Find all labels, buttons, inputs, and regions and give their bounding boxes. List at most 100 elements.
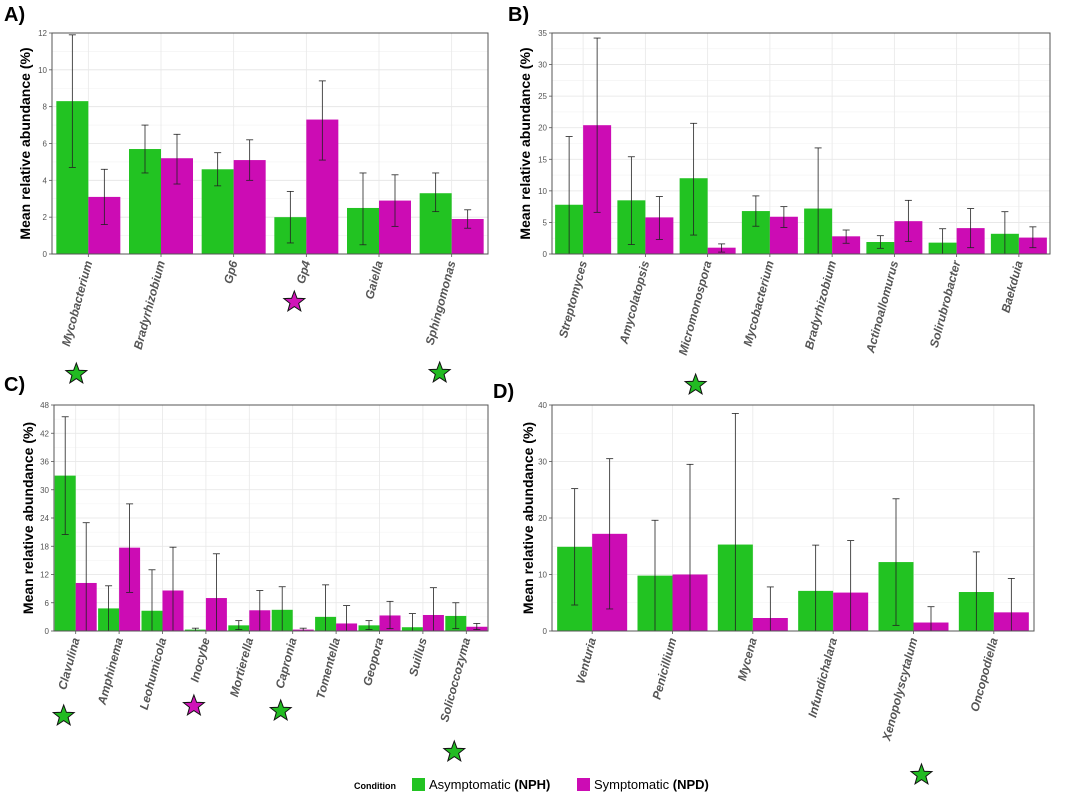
panel-a: 0 2 4 6 8 10 12 Mycobacterium Bradyrhizobium Gp6 G… — [4, 4, 489, 385]
bar — [54, 475, 76, 631]
error-bar — [655, 196, 663, 240]
error-bar — [68, 34, 76, 168]
y-tick-label: 15 — [538, 155, 547, 164]
y-tick-label: 35 — [538, 29, 547, 38]
x-tick-label: Clavulina — [55, 636, 82, 691]
y-tick-label: 25 — [538, 92, 547, 101]
error-bar — [214, 152, 222, 187]
legend: Condition Asymptomatic (NPH) Symptomatic… — [354, 777, 709, 792]
series-asymptomatic — [555, 122, 1019, 255]
y-tick-label: 10 — [538, 571, 547, 580]
error-bar — [391, 174, 399, 227]
x-tick-label: Bradyrhizobium — [802, 259, 839, 351]
series-symptomatic — [75, 503, 488, 632]
legend-label-asymptomatic: Asymptomatic (NPH) — [429, 777, 550, 792]
panel-label: C) — [4, 374, 25, 396]
error-bar — [61, 416, 69, 535]
x-tick-label: Mycobacterium — [59, 259, 95, 348]
y-axis-label: Mean relative abundance (%) — [520, 422, 536, 614]
significance-star-icon — [282, 289, 307, 313]
error-bar — [235, 620, 243, 630]
x-tick-label: Geopora — [360, 636, 386, 688]
x-tick-label: Inocybe — [188, 636, 213, 684]
x-tick-label: Penicillium — [649, 636, 679, 701]
significance-star-icon — [51, 703, 76, 727]
y-axis-label: Mean relative abundance (%) — [20, 422, 36, 614]
y-axis-label: Mean relative abundance (%) — [517, 47, 533, 239]
x-tick-label: Mycobacterium — [740, 259, 776, 348]
x-tick-label: Leohumicola — [137, 636, 170, 711]
x-tick-label: Solicoccozyma — [437, 636, 473, 724]
error-bar — [386, 600, 394, 630]
error-bar — [690, 122, 698, 236]
series-asymptomatic — [54, 416, 467, 632]
x-tick-label: Micromonospora — [676, 259, 715, 357]
x-tick-label: Solirubrobacter — [927, 258, 964, 349]
error-bar — [359, 172, 367, 246]
error-bar — [627, 156, 635, 245]
bar — [832, 236, 861, 254]
y-tick-label: 0 — [543, 627, 548, 636]
x-tick-label: Tomentella — [313, 636, 343, 701]
x-tick-label: Amycolatopsis — [616, 259, 652, 346]
panel-b: 0 5 10 15 20 25 30 35 Streptomyces Amycolatopsis M… — [508, 4, 1051, 396]
panel-label: A) — [4, 4, 25, 26]
y-tick-label: 0 — [43, 250, 48, 259]
panel-label: D) — [493, 381, 514, 403]
error-bar — [286, 190, 294, 244]
x-tick-label: Mycena — [735, 636, 760, 682]
error-bar — [718, 243, 726, 253]
x-tick-label: Baekduia — [998, 259, 1025, 314]
error-bar — [967, 208, 975, 249]
legend-swatch-symptomatic — [577, 778, 590, 791]
x-tick-label: Gaiella — [362, 259, 386, 301]
y-tick-label: 40 — [538, 401, 547, 410]
y-tick-label: 4 — [43, 176, 48, 185]
y-tick-label: 2 — [43, 213, 48, 222]
x-tick-label: Xenopolyscytalum — [879, 636, 920, 743]
y-tick-label: 6 — [43, 140, 48, 149]
error-bar — [452, 602, 460, 630]
y-tick-label: 30 — [40, 486, 49, 495]
error-bar — [141, 124, 149, 174]
error-bar — [126, 503, 134, 593]
y-tick-label: 18 — [40, 542, 49, 551]
series-asymptomatic — [56, 34, 452, 255]
error-bar — [593, 37, 601, 213]
significance-star-icon — [683, 372, 708, 396]
legend-swatch-asymptomatic — [412, 778, 425, 791]
error-bar — [432, 172, 440, 213]
significance-star-icon — [64, 361, 89, 385]
series-symptomatic — [88, 80, 484, 254]
y-tick-label: 20 — [538, 514, 547, 523]
series-symptomatic — [592, 458, 1029, 632]
x-tick-label: Amphinema — [94, 636, 126, 707]
error-bar — [173, 133, 181, 185]
x-tick-label: Gp4 — [294, 259, 314, 285]
y-axis-label: Mean relative abundance (%) — [17, 47, 33, 239]
x-tick-label: Oncopodiella — [968, 636, 1001, 713]
significance-star-icon — [909, 762, 934, 786]
y-tick-label: 12 — [38, 29, 47, 38]
significance-star-icon — [442, 739, 467, 763]
legend-label-symptomatic: Symptomatic (NPD) — [594, 777, 709, 792]
error-bar — [365, 620, 373, 630]
error-bar — [246, 139, 254, 181]
significance-star-icon — [427, 360, 452, 384]
y-tick-label: 36 — [40, 458, 49, 467]
error-bar — [318, 80, 326, 161]
y-tick-label: 0 — [45, 627, 50, 636]
x-tick-label: Mortierella — [227, 636, 256, 699]
y-tick-label: 10 — [538, 187, 547, 196]
significance-star-icon — [268, 698, 293, 722]
error-bar — [464, 209, 472, 229]
y-tick-label: 8 — [43, 103, 48, 112]
error-bar — [904, 199, 912, 242]
x-tick-label: Venturia — [573, 636, 599, 686]
x-tick-label: Suillus — [406, 636, 430, 678]
y-tick-label: 10 — [38, 66, 47, 75]
x-tick-label: Infundichalara — [805, 636, 840, 719]
y-tick-label: 30 — [538, 458, 547, 467]
error-bar — [876, 235, 884, 249]
